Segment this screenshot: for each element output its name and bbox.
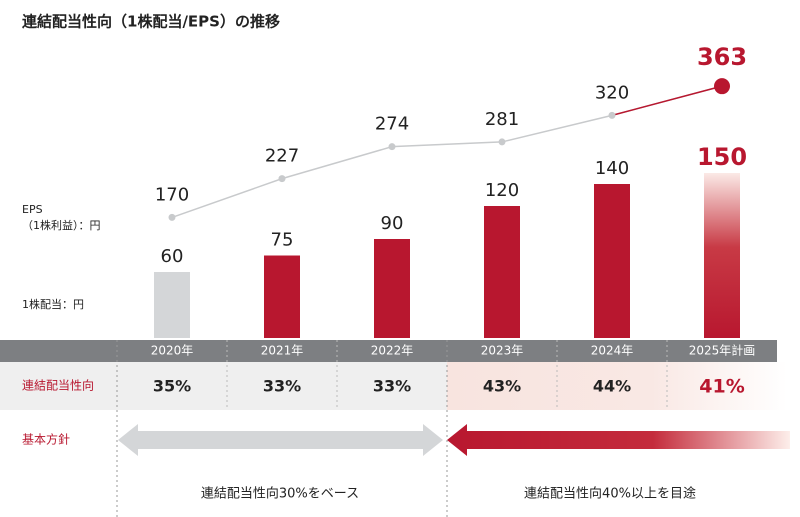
- bar-value-label: 150: [697, 143, 747, 171]
- bar: [374, 239, 410, 338]
- payout-value: 35%: [153, 377, 191, 396]
- x-tick-label: 2020年: [151, 344, 194, 358]
- bar-value-label: 120: [485, 180, 519, 201]
- eps-forecast-segment: [611, 85, 723, 117]
- policy-label: 基本方針: [22, 432, 70, 447]
- payout-row-base: [0, 362, 447, 410]
- payout-value: 33%: [263, 377, 301, 396]
- x-tick-label: 2023年: [481, 344, 524, 358]
- bar-value-label: 90: [381, 213, 404, 234]
- eps-value-label: 227: [265, 146, 299, 167]
- eps-line: [171, 85, 723, 219]
- eps-legend: EPS （1株利益）：円: [22, 203, 101, 232]
- bar: [594, 184, 630, 338]
- payout-value: 44%: [593, 377, 631, 396]
- eps-point: [714, 78, 730, 95]
- policy-text: 連結配当性向30%をベース: [201, 486, 359, 502]
- policy-text: 連結配当性向40%以上を目途: [524, 486, 696, 502]
- bar-value-label: 140: [595, 158, 629, 179]
- payout-label: 連結配当性向: [22, 378, 94, 393]
- eps-point: [608, 111, 616, 119]
- bar: [264, 255, 300, 338]
- bar-value-label: 60: [161, 246, 184, 267]
- payout-value: 43%: [483, 377, 521, 396]
- payout-row-target: [447, 362, 787, 410]
- bar-value-label: 75: [271, 230, 294, 251]
- policy-arrow-target: [447, 424, 790, 456]
- eps-value-label: 281: [485, 109, 519, 130]
- x-tick-label: 2022年: [371, 344, 414, 358]
- eps-point: [498, 138, 506, 146]
- x-tick-label: 2025年計画: [689, 343, 756, 358]
- eps-value-label: 170: [155, 184, 189, 205]
- header-row: [0, 340, 777, 362]
- policy-arrow-base: [118, 424, 443, 456]
- payout-value: 33%: [373, 377, 411, 396]
- payout-value: 41%: [699, 376, 744, 398]
- eps-value-label: 320: [595, 82, 629, 103]
- bar: [154, 272, 190, 338]
- x-tick-label: 2024年: [591, 344, 634, 358]
- dividend-legend: 1株配当：円: [22, 298, 84, 311]
- x-tick-label: 2021年: [261, 344, 304, 358]
- eps-point: [278, 175, 286, 183]
- bar: [704, 173, 740, 338]
- title: 連結配当性向（1株配当/EPS）の推移: [22, 13, 280, 31]
- eps-point: [388, 143, 396, 151]
- bar: [484, 206, 520, 338]
- eps-value-label: 274: [375, 114, 409, 135]
- eps-value-label: 363: [697, 43, 747, 71]
- eps-point: [168, 213, 176, 221]
